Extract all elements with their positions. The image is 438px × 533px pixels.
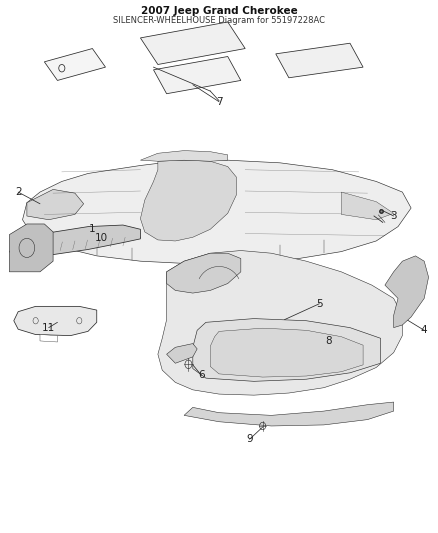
Polygon shape: [22, 160, 411, 264]
Polygon shape: [385, 256, 428, 328]
Polygon shape: [166, 253, 241, 293]
Polygon shape: [40, 335, 57, 342]
Polygon shape: [141, 160, 237, 241]
Polygon shape: [10, 225, 141, 261]
Polygon shape: [14, 306, 97, 336]
Text: 7: 7: [215, 96, 223, 107]
Polygon shape: [27, 189, 84, 220]
Polygon shape: [166, 344, 197, 364]
Text: 4: 4: [421, 325, 427, 335]
Polygon shape: [44, 49, 106, 80]
Polygon shape: [10, 224, 53, 272]
Text: 5: 5: [316, 298, 323, 309]
Text: 10: 10: [95, 233, 108, 244]
Polygon shape: [141, 22, 245, 64]
Polygon shape: [153, 56, 241, 94]
Polygon shape: [141, 151, 228, 161]
Polygon shape: [276, 43, 363, 78]
Text: 6: 6: [198, 370, 205, 381]
Polygon shape: [158, 251, 403, 395]
Text: 1: 1: [89, 224, 95, 235]
Polygon shape: [341, 192, 394, 220]
Text: 9: 9: [246, 434, 253, 445]
Text: 8: 8: [325, 336, 332, 346]
Polygon shape: [210, 328, 363, 377]
Text: 2: 2: [15, 187, 21, 197]
Text: 11: 11: [42, 322, 55, 333]
Text: 3: 3: [390, 211, 397, 221]
Text: SILENCER-WHEELHOUSE Diagram for 55197228AC: SILENCER-WHEELHOUSE Diagram for 55197228…: [113, 15, 325, 25]
Polygon shape: [193, 319, 381, 381]
Text: 2007 Jeep Grand Cherokee: 2007 Jeep Grand Cherokee: [141, 6, 297, 16]
Polygon shape: [184, 402, 394, 426]
